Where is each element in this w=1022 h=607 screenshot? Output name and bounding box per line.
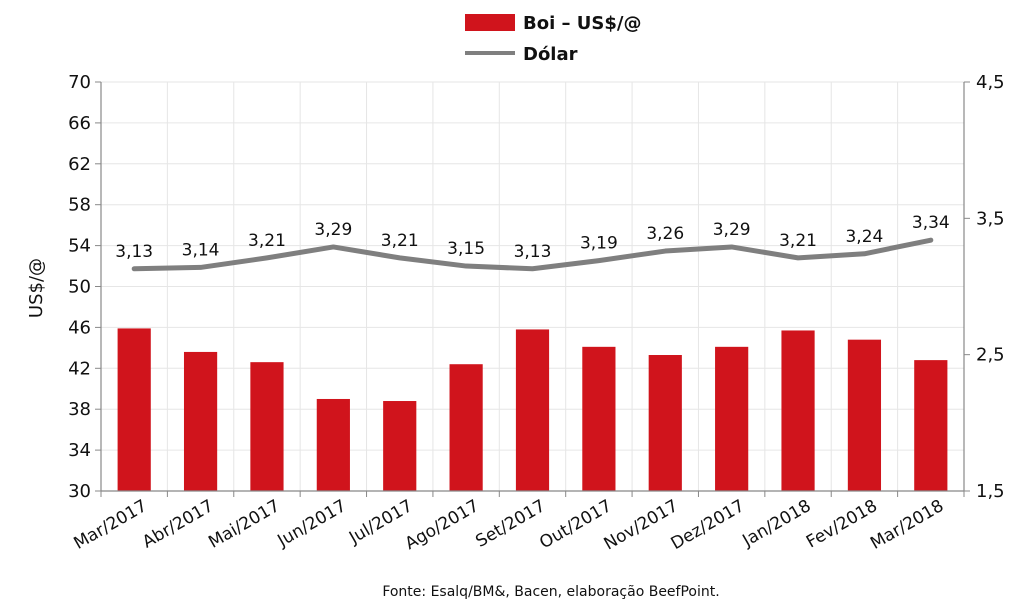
dolar-point [132, 267, 136, 271]
y-tick-label: 34 [68, 440, 91, 461]
x-tick-label: Mar/2018 [867, 496, 947, 554]
dolar-data-label: 3,19 [580, 234, 618, 254]
x-tick-label: Nov/2017 [601, 496, 682, 554]
dolar-point [597, 259, 601, 263]
x-tick-label: Mar/2017 [70, 496, 150, 554]
y-tick-label: 42 [68, 358, 91, 379]
dolar-data-label: 3,24 [845, 227, 883, 247]
dolar-data-label: 3,34 [912, 213, 950, 233]
y-tick-label: 50 [68, 277, 91, 298]
y-tick-label: 62 [68, 154, 91, 175]
grid [101, 81, 964, 492]
x-tick-label: Mai/2017 [205, 496, 283, 553]
dolar-point [464, 264, 468, 268]
dolar-point [331, 245, 335, 249]
dolar-point [398, 256, 402, 260]
dolar-point [663, 249, 667, 253]
bar-series [117, 328, 948, 491]
dolar-data-label: 3,15 [447, 239, 485, 259]
bar [582, 346, 616, 491]
y2-tick-label: 4,5 [976, 72, 1005, 93]
legend-swatch-boi [465, 14, 515, 31]
bar [715, 346, 749, 491]
line-series [131, 237, 934, 272]
bar [781, 330, 815, 491]
source-note: Fonte: Esalq/BM&, Bacen, elaboração Beef… [382, 584, 719, 600]
x-tick-label: Set/2017 [472, 496, 549, 552]
y2-tick-label: 1,5 [976, 481, 1005, 502]
x-tick-label: Fev/2018 [803, 496, 881, 553]
bar [250, 362, 284, 491]
bar [117, 328, 151, 491]
legend-label-boi: Boi – US$/@ [523, 13, 641, 34]
y-tick-label: 38 [68, 399, 91, 420]
dolar-data-label: 3,21 [779, 231, 817, 251]
dolar-point [730, 245, 734, 249]
y2-tick-label: 3,5 [976, 208, 1005, 229]
y-tick-label: 70 [68, 72, 91, 93]
dolar-data-label: 3,21 [381, 231, 419, 251]
x-tick-label: Ago/2017 [402, 496, 483, 554]
data-labels: 3,13 3,14 3,21 3,29 3,21 3,15 3,13 3,19 3,26 3,29… [115, 213, 949, 262]
legend-label-dolar: Dólar [523, 44, 578, 65]
dolar-point [199, 265, 203, 269]
x-tick-label: Jan/2018 [739, 496, 815, 551]
y-axis-title: US$/@ [26, 258, 47, 318]
dolar-data-label: 3,29 [713, 220, 751, 240]
y2-tick-label: 2,5 [976, 345, 1005, 366]
bar [914, 360, 948, 491]
dolar-data-label: 3,21 [248, 231, 286, 251]
x-tick-label: Jun/2017 [274, 496, 350, 552]
bar [648, 355, 682, 491]
x-tick-label: Dez/2017 [668, 496, 749, 554]
dolar-point [862, 252, 866, 256]
dolar-point [929, 238, 933, 242]
legend: Boi – US$/@ Dólar [465, 13, 641, 65]
bar [183, 351, 218, 491]
y-tick-label: 58 [68, 195, 91, 216]
x-tick-label: Out/2017 [536, 496, 615, 553]
y-tick-label: 66 [68, 113, 91, 134]
dolar-data-label: 3,14 [182, 240, 220, 260]
y-tick-label: 30 [68, 481, 91, 502]
bar [316, 398, 350, 491]
bar [449, 364, 483, 491]
x-tick-label: Abr/2017 [139, 496, 217, 553]
dolar-data-label: 3,26 [646, 224, 684, 244]
dolar-point [531, 267, 534, 271]
bar [847, 339, 882, 491]
y-tick-label: 54 [68, 236, 91, 257]
bar [383, 401, 417, 491]
bar [515, 329, 550, 491]
dolar-data-label: 3,13 [115, 242, 153, 262]
dolar-data-label: 3,13 [514, 242, 552, 262]
dolar-data-label: 3,29 [314, 220, 352, 240]
dolar-point [265, 256, 269, 260]
y-tick-label: 46 [68, 317, 91, 338]
dolar-point [796, 256, 800, 260]
